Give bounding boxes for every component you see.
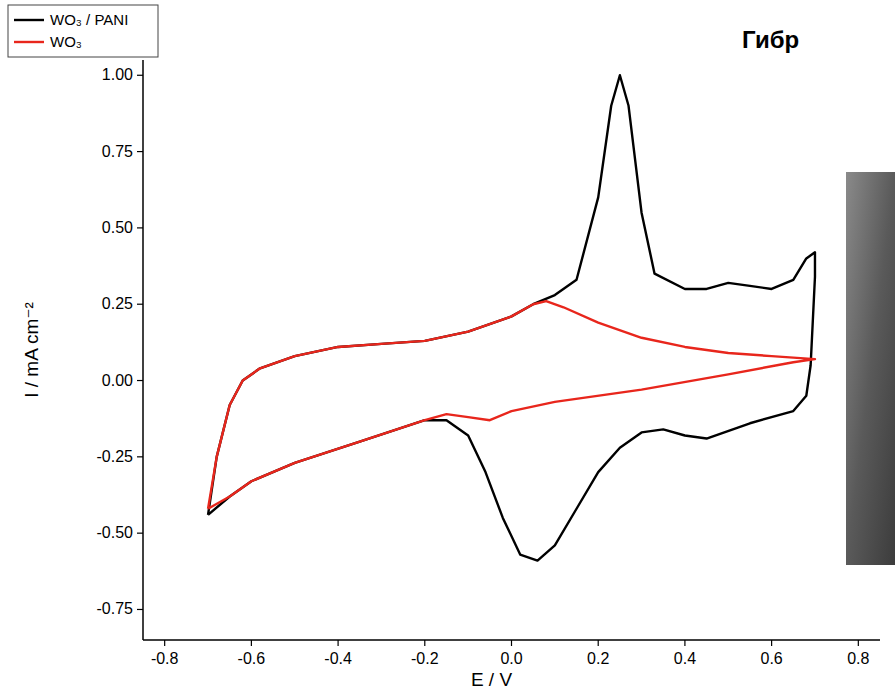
y-tick [137, 151, 143, 152]
legend: WO₃ / PANI WO₃ [8, 5, 158, 57]
x-tick [858, 640, 859, 646]
y-tick-label: 1.00 [102, 66, 133, 83]
y-tick-label: -0.75 [97, 600, 134, 617]
x-tick-label: -0.8 [151, 650, 179, 667]
x-tick [511, 640, 512, 646]
y-tick [137, 75, 143, 76]
x-tick [337, 640, 338, 646]
x-tick-label: -0.6 [238, 650, 266, 667]
x-axis-title: E / V [471, 669, 513, 690]
x-tick [684, 640, 685, 646]
x-tick-label: 0.4 [674, 650, 696, 667]
chart: Гибр -0.75 -0.50 -0.25 0.00 0.25 0.50 0.75 1.00 -… [0, 0, 895, 694]
y-tick-label: 0.50 [102, 219, 133, 236]
x-tick [598, 640, 599, 646]
y-tick [137, 456, 143, 457]
legend-label: WO₃ [50, 33, 82, 50]
legend-swatch [14, 19, 44, 21]
y-tick [137, 227, 143, 228]
y-tick [137, 609, 143, 610]
x-tick [771, 640, 772, 646]
y-tick-label: -0.50 [97, 524, 134, 541]
legend-swatch [14, 41, 44, 43]
x-tick-label: 0.0 [500, 650, 522, 667]
y-axis [142, 60, 144, 640]
x-tick [251, 640, 252, 646]
x-tick-label: -0.4 [324, 650, 352, 667]
plot-area [208, 75, 815, 560]
photo [846, 172, 895, 565]
x-tick-label: -0.2 [411, 650, 439, 667]
y-tick [137, 533, 143, 534]
x-tick-label: 0.8 [847, 650, 869, 667]
x-tick-label: 0.6 [760, 650, 782, 667]
y-tick-label: 0.00 [102, 372, 133, 389]
legend-box [8, 5, 158, 57]
legend-label: WO₃ / PANI [50, 11, 128, 28]
x-tick [164, 640, 165, 646]
series-line [208, 301, 815, 509]
x-tick [424, 640, 425, 646]
y-tick-label: 0.25 [102, 295, 133, 312]
series-line [208, 75, 815, 560]
y-axis-title: I / mA cm⁻² [21, 302, 42, 398]
y-tick [137, 304, 143, 305]
x-tick-label: 0.2 [587, 650, 609, 667]
y-tick-label: 0.75 [102, 143, 133, 160]
title: Гибр [742, 26, 799, 53]
y-tick-label: -0.25 [97, 448, 134, 465]
y-tick [137, 380, 143, 381]
